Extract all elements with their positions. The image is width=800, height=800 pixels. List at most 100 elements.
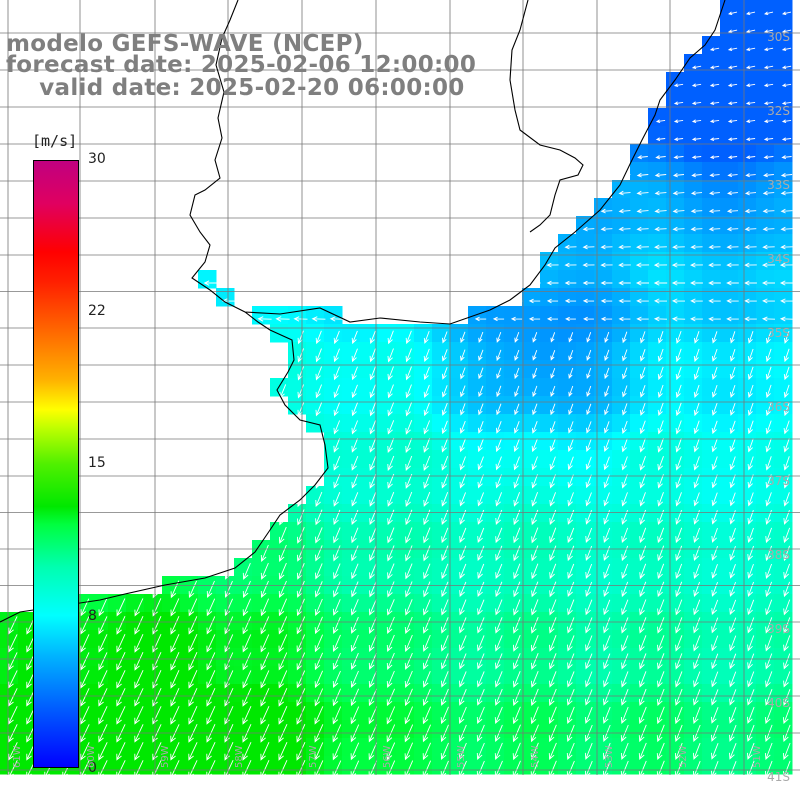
- speed-cell: [306, 594, 325, 613]
- wind-arrow: [528, 298, 541, 304]
- wind-arrow: [460, 367, 466, 380]
- wind-arrow: [513, 438, 520, 453]
- speed-cell: [738, 288, 757, 307]
- speed-cell: [612, 468, 631, 487]
- wind-arrow: [621, 689, 629, 706]
- wind-arrow: [747, 402, 754, 416]
- wind-arrow: [672, 190, 685, 196]
- speed-cell: [576, 252, 595, 271]
- colorbar-unit: [m/s]: [32, 132, 78, 150]
- speed-cell: [774, 684, 793, 703]
- speed-cell: [522, 522, 541, 541]
- wind-arrow: [691, 155, 702, 160]
- speed-cell: [414, 558, 433, 577]
- speed-cell: [738, 216, 757, 235]
- wind-arrow: [761, 280, 775, 286]
- wind-arrow: [567, 617, 575, 634]
- speed-cell: [486, 666, 505, 685]
- speed-cell: [774, 342, 793, 361]
- speed-cell: [648, 648, 667, 667]
- wind-arrow: [368, 616, 377, 634]
- speed-cell: [180, 612, 199, 631]
- speed-cell: [738, 252, 757, 271]
- wind-arrow: [675, 330, 682, 344]
- speed-cell: [90, 702, 109, 721]
- wind-arrow: [495, 653, 503, 670]
- wind-arrow: [567, 563, 575, 580]
- wind-arrow: [728, 11, 738, 16]
- wind-arrow: [693, 635, 701, 652]
- speed-cell: [450, 666, 469, 685]
- wind-arrow: [635, 262, 650, 268]
- wind-arrow: [532, 332, 538, 343]
- speed-cell: [432, 558, 451, 577]
- wind-arrow: [783, 635, 791, 652]
- wind-arrow: [586, 421, 592, 434]
- speed-cell: [666, 288, 685, 307]
- speed-cell: [468, 468, 487, 487]
- wind-arrow: [691, 137, 702, 142]
- speed-cell: [522, 360, 541, 379]
- wind-arrow: [458, 760, 467, 778]
- wind-arrow: [726, 280, 739, 286]
- wind-arrow: [675, 599, 683, 616]
- wind-arrow: [603, 492, 610, 507]
- speed-cell: [774, 252, 793, 271]
- wind-arrow: [315, 527, 323, 544]
- speed-cell: [774, 720, 793, 739]
- speed-cell: [594, 558, 613, 577]
- wind-arrow: [549, 563, 557, 580]
- wind-arrow: [711, 599, 719, 616]
- speed-cell: [378, 486, 397, 505]
- speed-cell: [774, 216, 793, 235]
- speed-cell: [288, 396, 307, 415]
- wind-arrow: [585, 492, 592, 507]
- speed-cell: [378, 594, 397, 613]
- speed-cell: [756, 720, 775, 739]
- speed-cell: [684, 126, 703, 145]
- wind-arrow: [351, 420, 359, 435]
- wind-arrow: [441, 385, 448, 398]
- speed-cell: [306, 702, 325, 721]
- wind-arrow: [729, 671, 737, 688]
- speed-cell: [270, 666, 289, 685]
- speed-cell: [414, 396, 433, 415]
- wind-arrow: [98, 616, 108, 635]
- wind-arrow: [476, 760, 485, 778]
- wind-arrow: [405, 527, 413, 544]
- wind-arrow: [764, 11, 774, 16]
- speed-cell: [612, 216, 631, 235]
- speed-cell: [648, 522, 667, 541]
- speed-cell: [360, 558, 379, 577]
- wind-arrow: [152, 760, 162, 779]
- wind-arrow: [621, 653, 629, 670]
- wind-arrow: [440, 742, 449, 761]
- wind-arrow: [351, 438, 359, 453]
- wind-arrow: [639, 563, 647, 580]
- wind-arrow: [657, 563, 665, 580]
- speed-cell: [684, 144, 703, 163]
- speed-cell: [774, 486, 793, 505]
- speed-cell: [774, 612, 793, 631]
- wind-arrow: [745, 137, 756, 142]
- wind-arrow: [350, 742, 360, 761]
- wind-arrow: [693, 331, 700, 344]
- wind-arrow: [744, 226, 757, 232]
- speed-cell: [504, 378, 523, 397]
- wind-arrow: [567, 492, 574, 507]
- wind-arrow: [549, 617, 557, 634]
- wind-arrow: [672, 244, 685, 250]
- wind-arrow: [532, 367, 538, 379]
- speed-cell: [504, 648, 523, 667]
- wind-arrow: [604, 385, 610, 398]
- wind-arrow: [675, 617, 683, 634]
- wind-arrow: [639, 545, 647, 562]
- speed-cell: [648, 702, 667, 721]
- wind-arrow: [260, 616, 270, 635]
- wind-arrow: [531, 527, 539, 544]
- speed-cell: [90, 684, 109, 703]
- wind-arrow: [763, 47, 774, 52]
- wind-arrow: [423, 581, 431, 598]
- speed-cell: [684, 342, 703, 361]
- wind-arrow: [657, 402, 664, 417]
